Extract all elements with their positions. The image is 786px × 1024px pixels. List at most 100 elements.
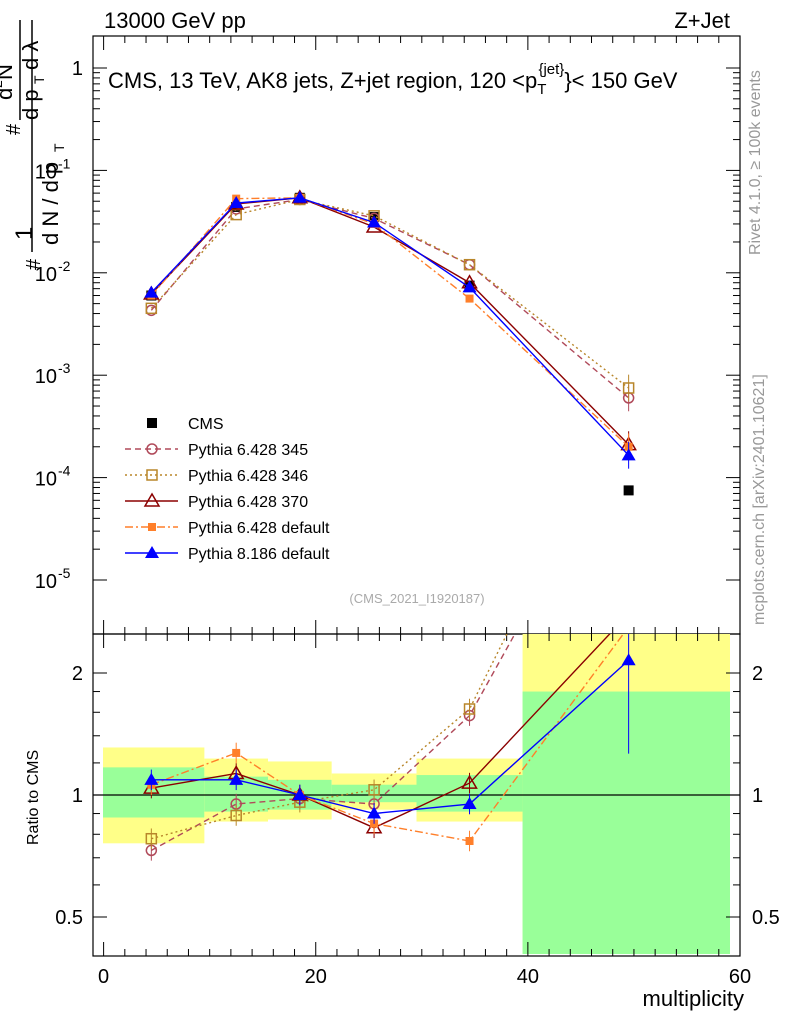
ratio-ytick-label: 1 xyxy=(72,785,83,807)
series-line-p370 xyxy=(150,197,630,446)
point-p8def xyxy=(367,215,382,228)
legend-marker-p6def xyxy=(148,523,156,531)
legend-label: Pythia 6.428 345 xyxy=(188,442,308,459)
ratio-point-p6def xyxy=(232,748,241,757)
svg-text:1: 1 xyxy=(11,227,38,240)
series-line-p6def xyxy=(150,197,630,448)
plot-title: CMS, 13 TeV, AK8 jets, Z+jet region, 120… xyxy=(108,61,678,98)
ratio-ytick-label: 2 xyxy=(72,663,83,685)
svg-text:-2: -2 xyxy=(58,258,71,274)
ratio-point-p346 xyxy=(230,809,242,822)
svg-text:10: 10 xyxy=(35,469,57,491)
rivet-label: Rivet 4.1.0, ≥ 100k events xyxy=(747,70,764,255)
legend-item-p346: Pythia 6.428 346 xyxy=(125,468,308,485)
legend-label: Pythia 6.428 default xyxy=(188,520,330,537)
ratio-axis-ticks: 0.5 0.51 12 20 20 40 60 xyxy=(55,663,780,988)
svg-text:10: 10 xyxy=(35,161,57,183)
ratio-line-p370 xyxy=(151,634,611,829)
xtick-label: 20 xyxy=(305,966,327,988)
ratio-line-p6def xyxy=(151,634,625,842)
header-right: Z+Jet xyxy=(674,8,730,33)
ratio-ytick-label: 0.5 xyxy=(55,907,83,929)
svg-text:10: 10 xyxy=(35,366,57,388)
main-ytick-label: 1 xyxy=(72,58,83,80)
series-line-p345 xyxy=(150,198,630,399)
ratio-line-p345 xyxy=(151,634,516,852)
svg-text:d: d xyxy=(0,88,17,100)
point-p8def xyxy=(144,285,159,298)
svg-text:T: T xyxy=(31,75,47,84)
svg-text:d N / d p: d N / d p xyxy=(38,162,63,245)
svg-text:#: # xyxy=(23,258,45,270)
ratio-series-p8def xyxy=(144,634,636,824)
legend-label: Pythia 6.428 346 xyxy=(188,468,308,485)
main-y-label: # 1 d N / d p T # d2N d p Td λ xyxy=(0,20,67,270)
ratio-point-p6def xyxy=(465,837,474,846)
ratio-point-p8def xyxy=(144,772,159,785)
main-axis-ticks: 10 -510 -410 -310 -210 -11 xyxy=(35,36,741,956)
point-p6def xyxy=(465,294,474,303)
ratio-ytick-label-right: 0.5 xyxy=(752,907,780,929)
main-ytick-label: 10 -5 xyxy=(35,565,71,593)
series-line-p8def xyxy=(150,197,630,456)
svg-text:-1: -1 xyxy=(58,155,71,171)
ratio-point-p346 xyxy=(463,703,476,715)
main-ytick-label: 10 -1 xyxy=(35,155,71,183)
legend-item-p6def: Pythia 6.428 default xyxy=(125,520,330,537)
xtick-label: 40 xyxy=(517,966,539,988)
legend-item-cms: CMS xyxy=(147,416,224,433)
svg-text:d λ: d λ xyxy=(18,41,43,70)
main-ytick-label: 10 -2 xyxy=(35,258,71,286)
header-left: 13000 GeV pp xyxy=(104,8,246,33)
xtick-label: 60 xyxy=(729,966,751,988)
legend-label: Pythia 8.186 default xyxy=(188,546,330,563)
svg-text:-4: -4 xyxy=(58,463,71,479)
xtick-label: 0 xyxy=(98,966,109,988)
series-line-p346 xyxy=(150,198,630,389)
mcplots-label: mcplots.cern.ch [arXiv:2401.10621] xyxy=(751,374,768,625)
point-p346 xyxy=(145,302,158,315)
band-green-5 xyxy=(522,691,730,954)
ratio-point-p8def xyxy=(229,772,244,785)
legend-marker-cms xyxy=(147,418,157,428)
ratio-point-p346 xyxy=(368,784,380,796)
point-p8def xyxy=(462,280,477,293)
legend-item-p370: Pythia 6.428 370 xyxy=(125,492,308,511)
series-p345 xyxy=(145,193,635,412)
point-p8def xyxy=(621,448,636,461)
x-axis-label: multiplicity xyxy=(643,986,744,1011)
main-series xyxy=(143,189,637,496)
ratio-ytick-label-right: 2 xyxy=(752,663,763,685)
main-frame xyxy=(92,35,741,635)
svg-text:1: 1 xyxy=(72,58,83,80)
ratio-point-p8def xyxy=(367,806,382,819)
svg-text:2: 2 xyxy=(0,80,5,88)
svg-text:10: 10 xyxy=(35,571,57,593)
ratio-line-p346 xyxy=(151,634,508,840)
svg-text:N: N xyxy=(0,64,17,80)
point-p8def xyxy=(229,196,244,209)
legend-item-p345: Pythia 6.428 345 xyxy=(125,442,308,459)
ratio-point-p8def xyxy=(621,653,636,666)
point-p346 xyxy=(463,258,476,271)
series-p8def xyxy=(144,190,636,469)
ratio-series xyxy=(143,634,636,861)
ratio-point-p346 xyxy=(145,832,158,845)
legend-item-p8def: Pythia 8.186 default xyxy=(125,546,330,563)
svg-text:d p: d p xyxy=(18,89,43,120)
point-p346 xyxy=(622,382,635,394)
legend-marker-p370 xyxy=(143,492,161,507)
legend-label: Pythia 6.428 370 xyxy=(188,494,308,511)
svg-text:-5: -5 xyxy=(58,565,71,581)
ratio-point-p8def xyxy=(292,788,307,800)
point-cms xyxy=(623,485,634,496)
legend-marker-p345 xyxy=(146,443,158,455)
legend-label: CMS xyxy=(188,416,224,433)
point-p8def xyxy=(292,190,307,203)
svg-text:-3: -3 xyxy=(58,360,71,376)
ratio-point-p8def xyxy=(462,797,477,810)
ratio-bands xyxy=(93,634,740,954)
ratio-ytick-label-right: 1 xyxy=(752,785,763,807)
analysis-id: (CMS_2021_I1920187) xyxy=(349,591,484,606)
